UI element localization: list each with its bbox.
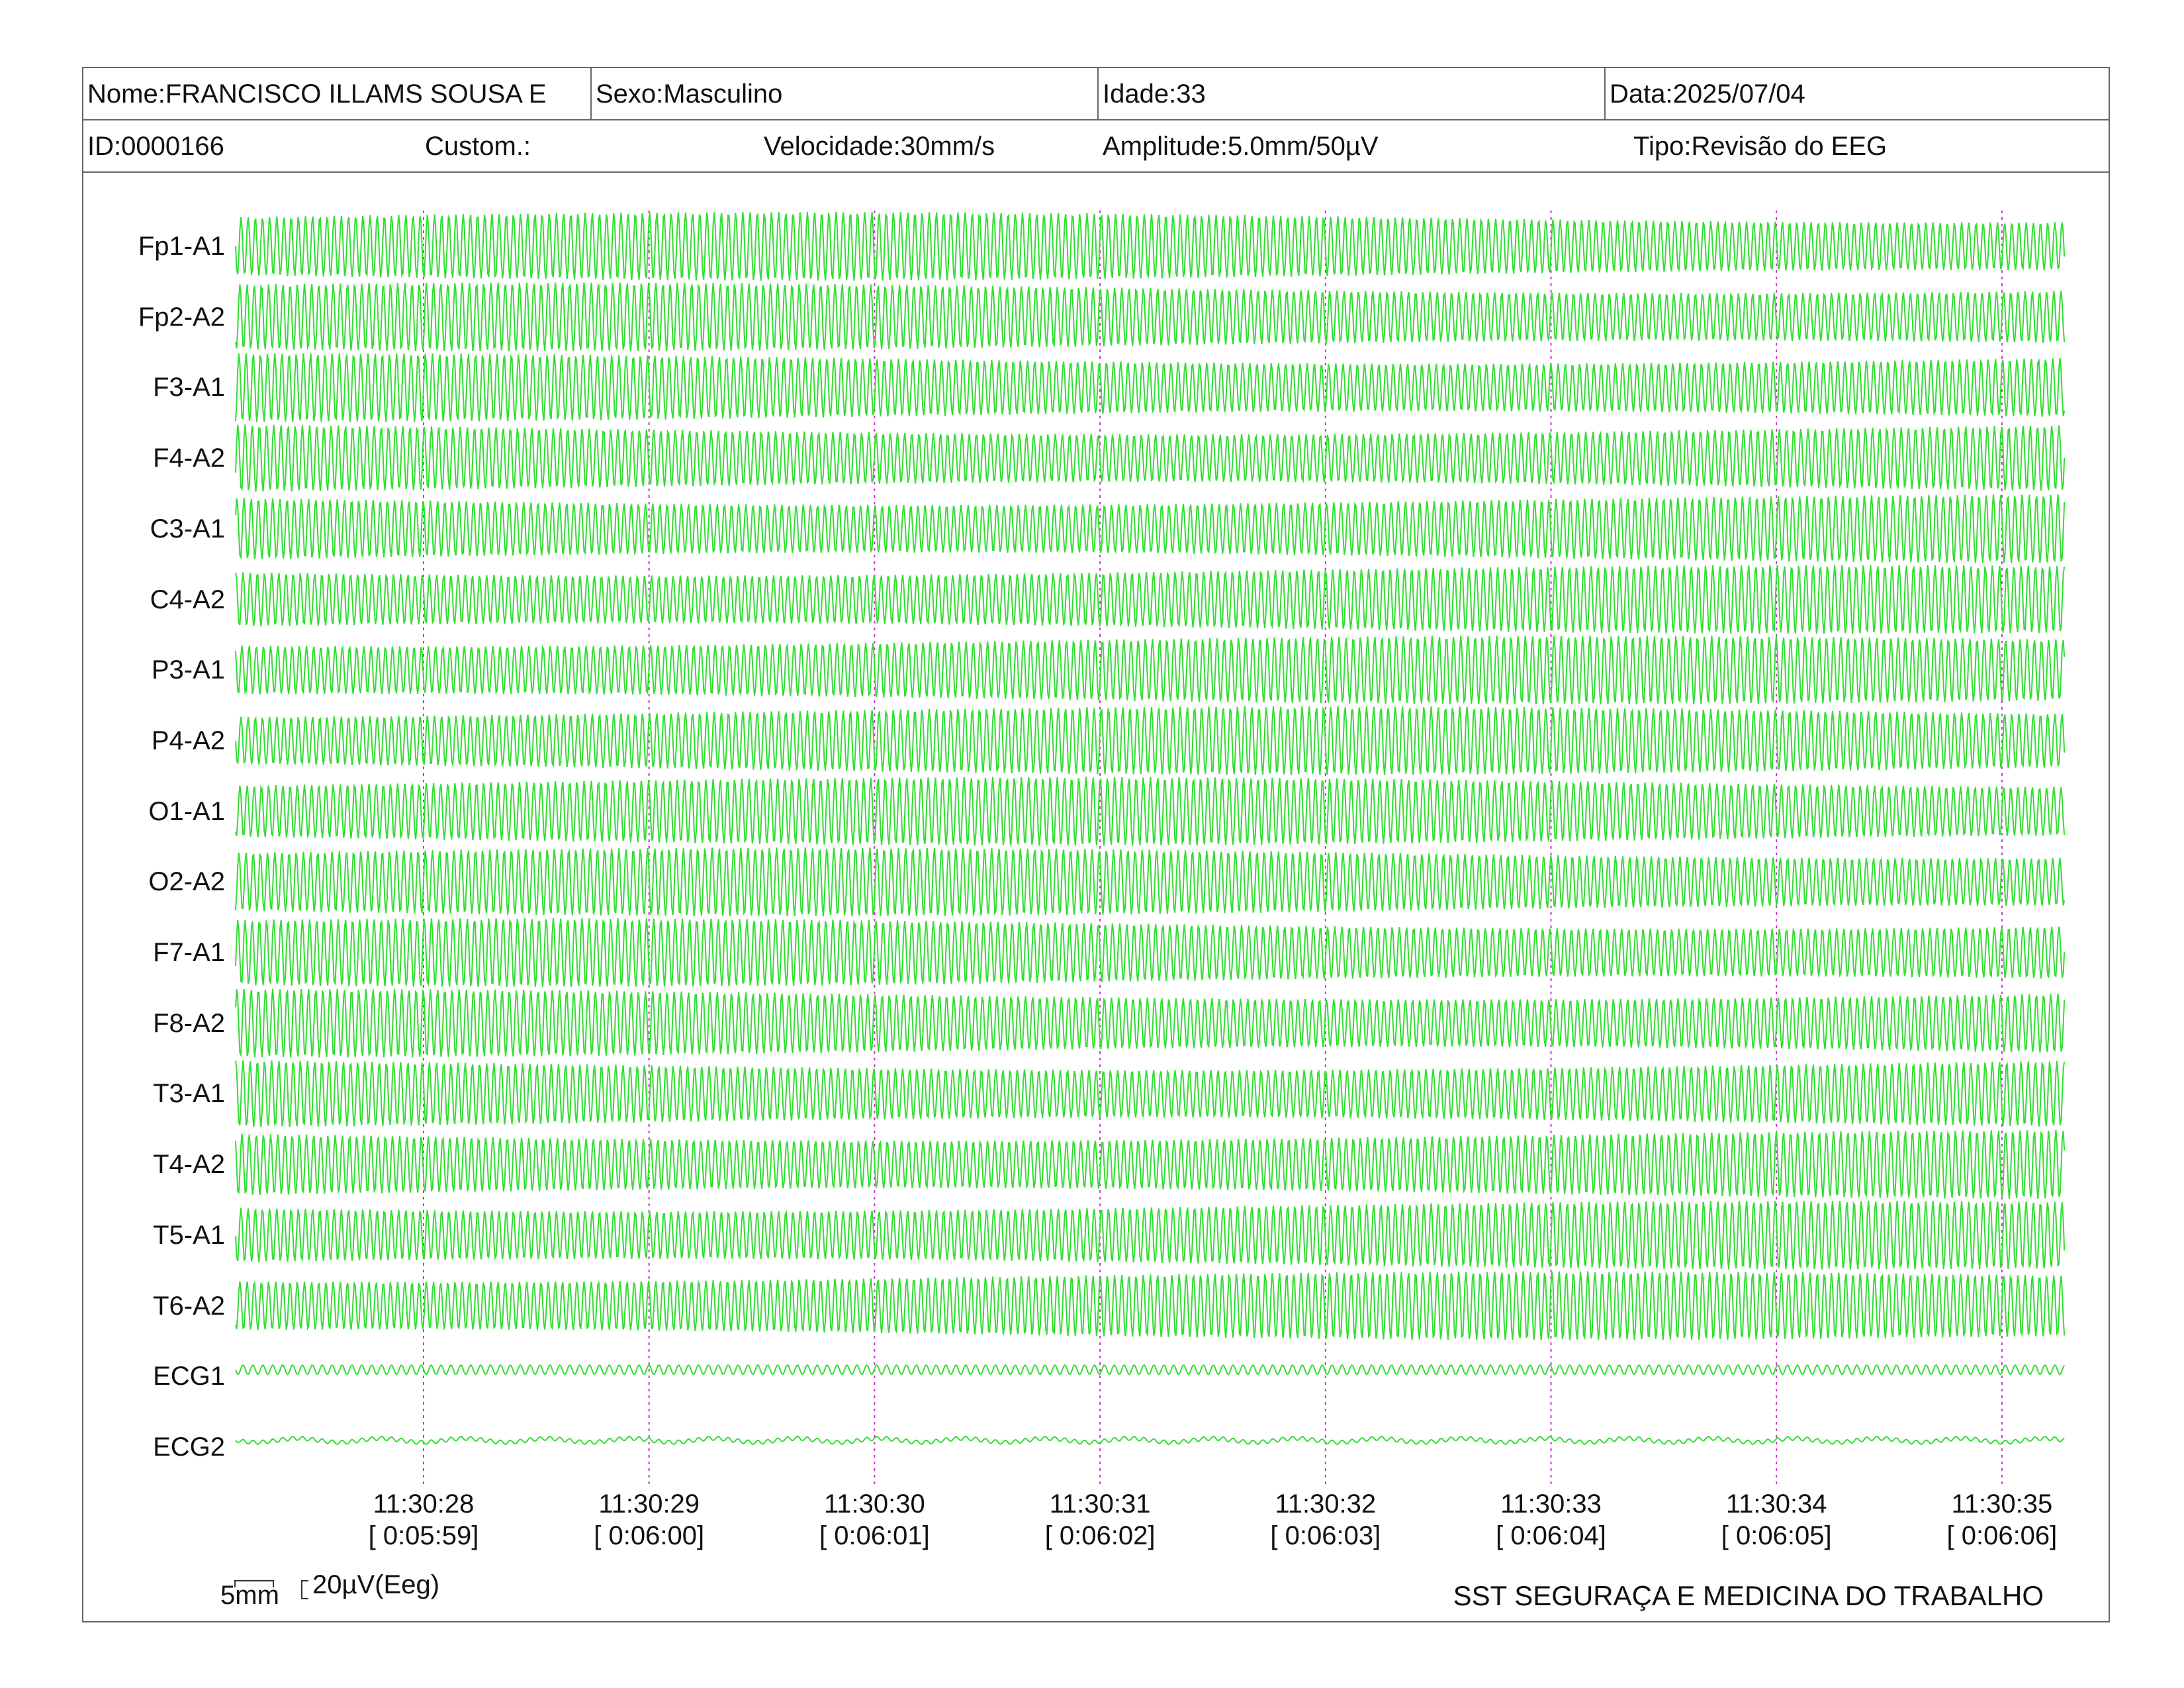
header-row-exam: ID:0000166 Custom.: Velocidade:30mm/s Am… (83, 120, 2109, 173)
time-mark-elapsed: [ 0:06:05] (1721, 1521, 1832, 1550)
channel-trace (235, 917, 2066, 988)
channel-label: ECG1 (153, 1362, 225, 1391)
channel-trace (235, 776, 2066, 846)
time-scale-bracket (234, 1580, 274, 1587)
channel-trace (235, 424, 2066, 492)
header-row-patient: Nome:FRANCISCO ILLAMS SOUSA E Sexo:Mascu… (83, 68, 2109, 120)
time-mark-elapsed: [ 0:06:03] (1270, 1521, 1381, 1550)
recording-amplitude: Amplitude:5.0mm/50µV (1103, 132, 1379, 161)
channel-trace (235, 1200, 2066, 1270)
channel-trace (235, 988, 2066, 1058)
amplitude-scale-bracket (301, 1580, 308, 1599)
channel-trace (235, 282, 2066, 352)
channel-label: T6-A2 (153, 1291, 225, 1321)
time-mark-elapsed: [ 0:06:04] (1496, 1521, 1606, 1550)
channel-trace (235, 353, 2066, 422)
channel-trace (235, 211, 2066, 281)
custom-field: Custom.: (425, 132, 531, 161)
time-mark-clock: 11:30:33 (1500, 1489, 1602, 1519)
calibration-scale: 5mm 20µV(Eeg) (218, 1562, 549, 1615)
channel-label: O2-A2 (148, 867, 225, 897)
channel-trace (235, 635, 2066, 705)
channel-label: F8-A2 (153, 1008, 225, 1038)
channel-trace (235, 1435, 2065, 1445)
channel-trace (235, 706, 2066, 775)
time-mark-clock: 11:30:31 (1049, 1489, 1151, 1519)
time-mark-elapsed: [ 0:06:00] (594, 1521, 705, 1550)
channel-label: T3-A1 (153, 1079, 225, 1109)
channel-label: P4-A2 (151, 726, 225, 755)
time-mark-elapsed: [ 0:05:59] (368, 1521, 479, 1550)
organization-name: SST SEGURAÇA E MEDICINA DO TRABALHO (1453, 1580, 2044, 1611)
channel-label: C4-A2 (150, 585, 225, 614)
channel-label: F7-A1 (153, 938, 225, 967)
time-mark-elapsed: [ 0:06:02] (1044, 1521, 1156, 1550)
exam-date: Data:2025/07/04 (1610, 79, 1805, 109)
patient-id: ID:0000166 (87, 132, 224, 161)
eeg-report-sheet: Nome:FRANCISCO ILLAMS SOUSA E Sexo:Mascu… (82, 67, 2110, 1622)
channel-label: T4-A2 (153, 1150, 225, 1180)
channel-label: O1-A1 (148, 796, 225, 826)
channel-trace (235, 565, 2066, 634)
channel-trace (235, 1364, 2066, 1376)
channel-trace (235, 847, 2066, 917)
channel-label: F3-A1 (153, 373, 225, 402)
patient-name: Nome:FRANCISCO ILLAMS SOUSA E (83, 68, 592, 119)
time-mark-elapsed: [ 0:06:01] (819, 1521, 930, 1550)
channel-trace (235, 1060, 2066, 1127)
time-scale-label: 5mm (220, 1581, 279, 1610)
channel-label: Fp1-A1 (138, 232, 225, 261)
channel-label: Fp2-A2 (138, 302, 225, 332)
recording-speed: Velocidade:30mm/s (764, 132, 995, 161)
time-mark-elapsed: [ 0:06:06] (1946, 1521, 2058, 1550)
amplitude-scale-label: 20µV(Eeg) (312, 1570, 440, 1599)
patient-sex: Sexo:Masculino (592, 68, 1099, 119)
channel-trace (235, 1130, 2066, 1199)
channel-label: F4-A2 (153, 444, 225, 473)
patient-age: Idade:33 (1099, 68, 1606, 119)
channel-trace (235, 494, 2066, 563)
channel-label: C3-A1 (150, 514, 225, 543)
time-mark-clock: 11:30:35 (1951, 1489, 2053, 1519)
time-mark-clock: 11:30:28 (373, 1489, 475, 1519)
time-mark-clock: 11:30:30 (824, 1489, 925, 1519)
exam-type: Tipo:Revisão do EEG (1633, 132, 1888, 161)
channel-label: T5-A1 (153, 1220, 225, 1250)
time-mark-clock: 11:30:29 (598, 1489, 700, 1519)
channel-label: ECG2 (153, 1432, 225, 1462)
channel-label: P3-A1 (151, 655, 225, 685)
channel-trace (235, 1271, 2066, 1340)
time-mark-clock: 11:30:34 (1725, 1489, 1827, 1519)
time-mark-clock: 11:30:32 (1275, 1489, 1377, 1519)
